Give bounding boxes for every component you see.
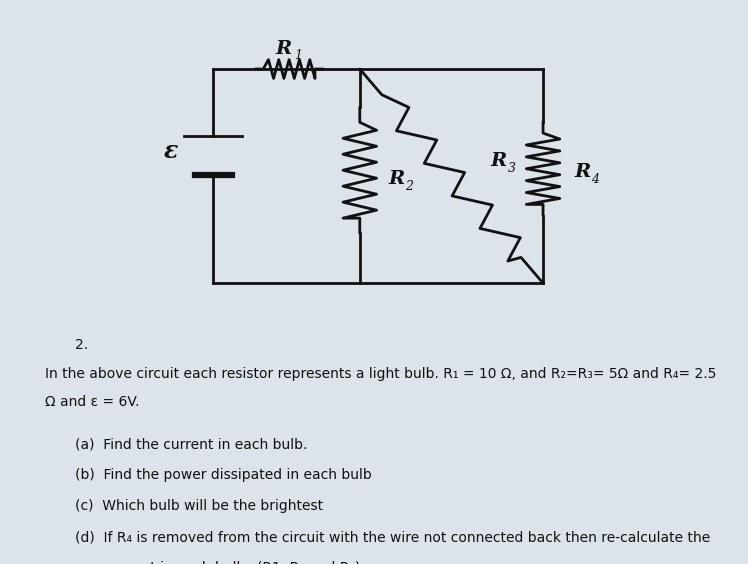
Text: (c)  Which bulb will be the brightest: (c) Which bulb will be the brightest bbox=[75, 499, 323, 513]
Text: R: R bbox=[491, 152, 506, 170]
Text: R: R bbox=[276, 39, 292, 58]
Text: R: R bbox=[574, 162, 590, 180]
Text: Ω and ε = 6V.: Ω and ε = 6V. bbox=[45, 395, 139, 409]
Text: R: R bbox=[388, 170, 405, 188]
Text: 2: 2 bbox=[405, 180, 414, 193]
Text: (d)  If R₄ is removed from the circuit with the wire not connected back then re-: (d) If R₄ is removed from the circuit wi… bbox=[75, 530, 710, 544]
Text: (a)  Find the current in each bulb.: (a) Find the current in each bulb. bbox=[75, 437, 307, 451]
Text: (b)  Find the power dissipated in each bulb: (b) Find the power dissipated in each bu… bbox=[75, 468, 372, 482]
Text: current in each bulbs (R1, R₂ and R₃): current in each bulbs (R1, R₂ and R₃) bbox=[75, 561, 361, 564]
Text: ε: ε bbox=[164, 139, 179, 163]
Text: 3: 3 bbox=[508, 162, 515, 175]
Text: 2.: 2. bbox=[75, 338, 88, 352]
Text: In the above circuit each resistor represents a light bulb. R₁ = 10 Ω, and R₂=R₃: In the above circuit each resistor repre… bbox=[45, 367, 717, 381]
Text: 4: 4 bbox=[592, 173, 599, 186]
Text: 1: 1 bbox=[295, 49, 302, 63]
